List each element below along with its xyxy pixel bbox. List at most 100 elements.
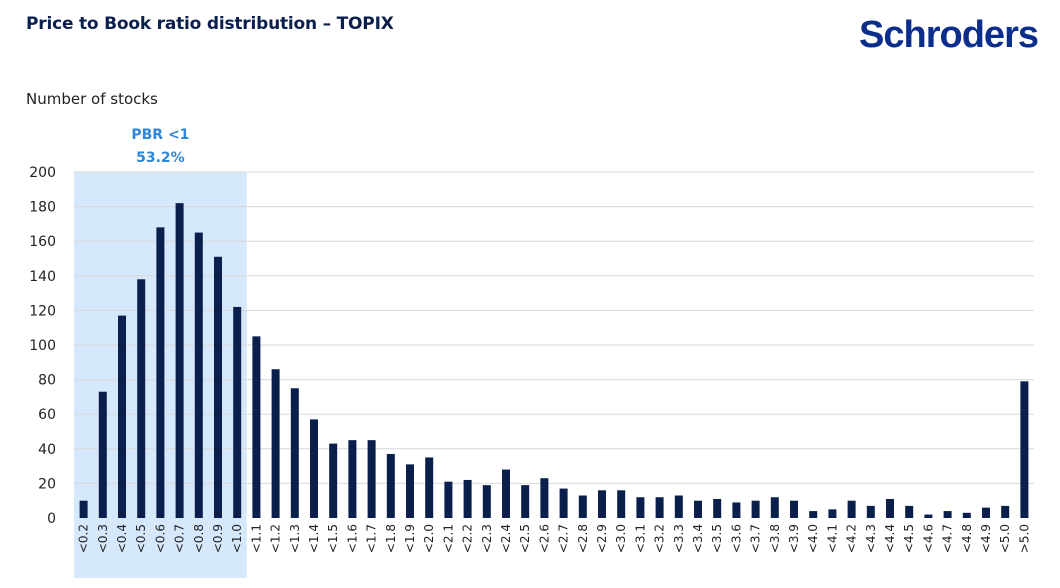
bar-<0.3 <box>98 391 107 518</box>
bar-<3.3 <box>674 495 683 518</box>
bar-<3.2 <box>655 497 664 518</box>
bar-<3.9 <box>790 500 798 518</box>
bar-<1.7 <box>367 440 376 518</box>
x-tick-label: <0.9 <box>211 524 225 553</box>
x-tick-label: <3.2 <box>653 524 667 553</box>
x-tick-label: <5.0 <box>998 524 1012 553</box>
bar-<4.2 <box>847 500 856 518</box>
x-tick-label: <0.7 <box>173 524 187 553</box>
x-tick-label: <0.2 <box>77 524 91 553</box>
x-tick-label: <1.5 <box>326 524 340 553</box>
x-tick-label: <3.9 <box>787 524 801 553</box>
y-tick-label: 200 <box>29 165 56 181</box>
bar-<2.5 <box>521 485 530 518</box>
x-tick-label: <2.3 <box>480 524 494 553</box>
y-tick-label: 140 <box>29 269 56 285</box>
y-tick-label: 20 <box>38 476 56 492</box>
bar-<4.6 <box>924 514 933 518</box>
bar-<1.4 <box>310 419 318 518</box>
x-tick-label: <4.5 <box>902 524 916 553</box>
bar-<5.0 <box>1001 505 1010 518</box>
x-tick-label: <2.2 <box>461 524 475 553</box>
bar-<3.6 <box>732 502 741 518</box>
bar-<2.6 <box>540 478 549 518</box>
bar-<2.8 <box>578 495 587 518</box>
x-tick-label: <1.2 <box>269 524 283 553</box>
bar-<4.5 <box>905 505 914 518</box>
bar->5.0 <box>1020 381 1029 518</box>
x-tick-label: <0.8 <box>192 524 206 553</box>
bar-<3.7 <box>751 500 760 518</box>
bar-<0.6 <box>156 227 165 519</box>
pbr-annotation-label: PBR <1 <box>131 127 189 143</box>
y-tick-label: 60 <box>38 407 56 423</box>
x-tick-label: <3.5 <box>710 524 724 553</box>
bar-<4.0 <box>809 511 818 518</box>
x-tick-label: <1.1 <box>249 524 263 553</box>
y-tick-label: 80 <box>38 373 56 389</box>
x-tick-label: <4.9 <box>979 524 993 553</box>
x-tick-label: <4.7 <box>941 524 955 553</box>
x-tick-label: <1.8 <box>384 524 398 553</box>
bar-<1.0 <box>233 306 242 518</box>
bar-<3.8 <box>770 497 779 518</box>
bar-<3.5 <box>713 498 722 518</box>
x-tick-label: <1.9 <box>403 524 417 553</box>
bar-<2.7 <box>559 488 568 518</box>
x-tick-label: <1.0 <box>230 524 244 553</box>
bar-<0.9 <box>214 256 222 518</box>
bar-<2.0 <box>425 457 434 518</box>
y-tick-label: 0 <box>47 511 56 527</box>
bar-<1.3 <box>290 388 299 518</box>
bar-<2.2 <box>463 479 472 518</box>
bar-<4.9 <box>982 507 990 518</box>
bar-<3.4 <box>694 500 702 518</box>
bar-<0.2 <box>79 500 88 518</box>
pbr-annotation-percent: 53.2% <box>136 150 185 166</box>
x-tick-label: <2.6 <box>537 524 551 553</box>
bar-<0.4 <box>118 315 126 518</box>
bar-<2.1 <box>444 481 453 518</box>
x-tick-label: <3.1 <box>633 524 647 553</box>
y-axis-label: Number of stocks <box>26 90 158 108</box>
bar-<4.4 <box>886 498 894 518</box>
bar-<4.8 <box>962 512 971 518</box>
bar-<3.1 <box>636 497 645 518</box>
chart-title: Price to Book ratio distribution – TOPIX <box>26 14 394 34</box>
x-tick-label: <2.8 <box>576 524 590 553</box>
x-tick-label: <4.3 <box>864 524 878 553</box>
x-tick-label: <1.6 <box>345 524 359 553</box>
x-tick-label: <4.2 <box>845 524 859 553</box>
x-tick-label: <4.1 <box>825 524 839 553</box>
x-tick-label: <4.4 <box>883 524 897 553</box>
bar-<4.1 <box>828 509 837 518</box>
schroders-logo: Schroders <box>859 14 1039 56</box>
x-tick-label: <2.5 <box>518 524 532 553</box>
bar-<2.4 <box>502 469 510 518</box>
bar-<4.7 <box>943 511 952 518</box>
x-tick-label: <1.7 <box>365 524 379 553</box>
x-tick-label: <1.3 <box>288 524 302 553</box>
y-tick-label: 120 <box>29 303 56 319</box>
x-tick-label: <1.4 <box>307 524 321 553</box>
x-tick-label: <3.7 <box>749 524 763 553</box>
x-tick-label: <2.9 <box>595 524 609 553</box>
bar-<0.7 <box>175 203 184 518</box>
bar-<0.8 <box>194 232 203 519</box>
x-tick-label: <0.5 <box>134 524 148 553</box>
x-tick-label: >5.0 <box>1017 524 1031 553</box>
bar-<1.8 <box>386 453 395 518</box>
x-tick-label: <3.4 <box>691 524 705 553</box>
y-tick-label: 160 <box>29 234 56 250</box>
bar-<2.9 <box>598 490 606 518</box>
y-tick-label: 40 <box>38 442 56 458</box>
y-tick-label: 180 <box>29 200 56 216</box>
bar-<0.5 <box>137 279 146 518</box>
x-tick-label: <3.8 <box>768 524 782 553</box>
x-tick-label: <4.0 <box>806 524 820 553</box>
bar-<1.1 <box>252 336 261 518</box>
x-tick-label: <0.3 <box>96 524 110 553</box>
x-tick-label: <2.7 <box>557 524 571 553</box>
bar-<1.6 <box>348 440 357 518</box>
x-tick-label: <2.4 <box>499 524 513 553</box>
